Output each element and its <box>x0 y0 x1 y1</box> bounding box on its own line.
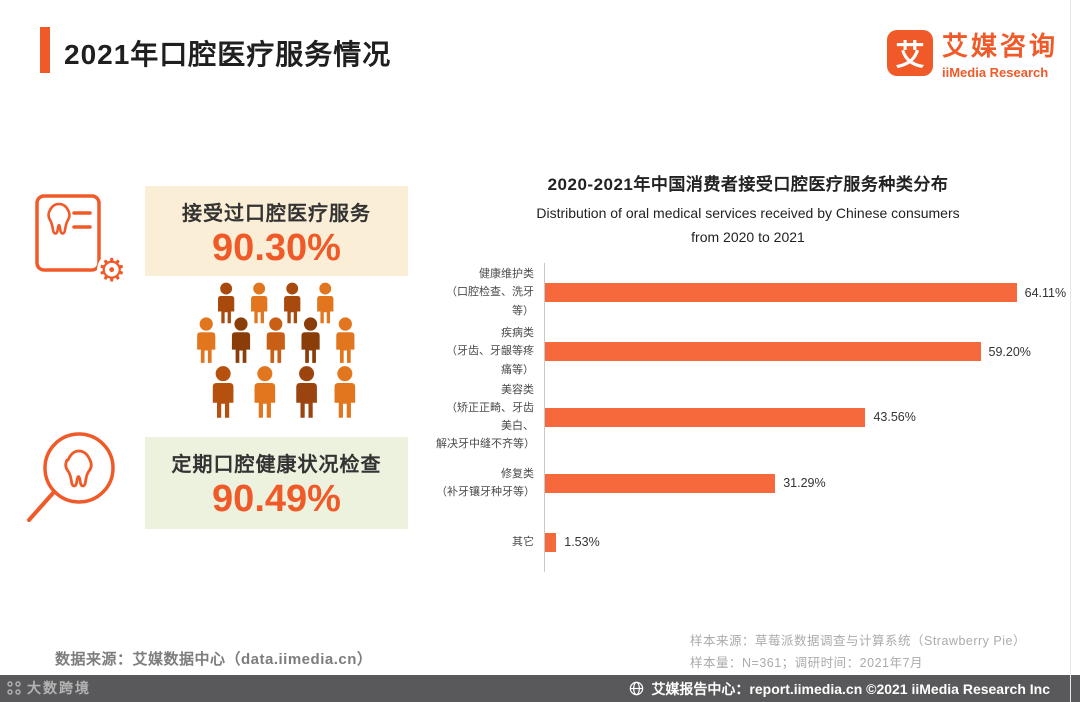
stat-label: 接受过口腔医疗服务 <box>182 203 371 225</box>
chart-value-label: 59.20% <box>988 344 1031 359</box>
brand-name-cn: 艾媒咨询 <box>941 31 1058 61</box>
gear-icon: ⚙ <box>97 252 126 288</box>
watermark-text: 大数跨境 <box>27 680 91 696</box>
brand-logo-icon: 艾 <box>886 30 933 76</box>
right-edge-divider <box>1070 0 1071 702</box>
stat-value: 90.30% <box>212 227 341 269</box>
chart-row: 美容类 （矫正正畸、牙齿美白、 解决牙中缝不齐等） 43.56% <box>436 381 1060 454</box>
chart-bar-area: 1.53% <box>544 512 1060 572</box>
dental-record-icon: ⚙ <box>30 188 126 286</box>
stat-card-received-service: 接受过口腔医疗服务 90.30% <box>145 186 408 276</box>
chart-title: 2020-2021年中国消费者接受口腔医疗服务种类分布 <box>547 175 949 194</box>
globe-icon <box>629 681 644 696</box>
chart-bar-area: 43.56% <box>544 381 1060 454</box>
chart-bar <box>545 283 1017 302</box>
chart-row: 其它 1.53% <box>436 512 1060 572</box>
tooth-magnifier-icon <box>22 426 124 528</box>
chart-category-label: 美容类 （矫正正畸、牙齿美白、 解决牙中缝不齐等） <box>436 384 535 451</box>
bar-chart: 2020-2021年中国消费者接受口腔医疗服务种类分布 Distribution… <box>436 170 1066 572</box>
brand-logo-character: 艾 <box>895 40 925 72</box>
people-crowd-icon <box>178 280 378 434</box>
brand-logo-text: 艾媒咨询 iiMedia Research <box>942 26 1058 80</box>
chart-bar <box>545 342 981 361</box>
data-source-note: 数据来源：艾媒数据中心（data.iimedia.cn） <box>55 651 373 668</box>
chart-bar <box>545 407 866 427</box>
chart-subtitle-line2: from 2020 to 2021 <box>691 229 805 245</box>
chart-subtitle-line1: Distribution of oral medical services re… <box>536 205 960 221</box>
sample-notes: 样本来源：草莓派数据调查与计算系统（Strawberry Pie） 样本量：N=… <box>690 630 1026 674</box>
chart-bar-area: 31.29% <box>544 453 1060 513</box>
watermark: 大数跨境 <box>6 678 91 698</box>
chart-category-label: 其它 <box>512 535 534 548</box>
title-accent-bar <box>40 27 50 73</box>
stat-value: 90.49% <box>212 478 341 520</box>
chart-row: 修复类 （补牙镶牙种牙等） 31.29% <box>436 453 1060 513</box>
chart-bar <box>545 473 776 493</box>
sample-source-note: 样本来源：草莓派数据调查与计算系统（Strawberry Pie） <box>690 634 1026 648</box>
page-title: 2021年口腔医疗服务情况 <box>64 39 392 70</box>
chart-bar <box>545 532 557 552</box>
grid-logo-icon <box>6 680 22 696</box>
chart-value-label: 64.11% <box>1024 285 1067 300</box>
chart-value-label: 1.53% <box>564 535 600 550</box>
brand-name-en: iiMedia Research <box>941 65 1049 80</box>
chart-value-label: 31.29% <box>783 476 826 491</box>
bar-chart-rows: 健康维护类 （口腔检查、洗牙等） 64.11% 疾病类 （牙齿、牙龈等疼痛等） 59.20… <box>436 263 1066 572</box>
chart-bar-area: 59.20% <box>544 322 1060 381</box>
chart-value-label: 43.56% <box>873 410 916 425</box>
chart-bar-area: 64.11% <box>544 263 1066 322</box>
chart-category-label: 修复类 （补牙镶牙种牙等） <box>436 467 535 499</box>
brand-logo: 艾 艾媒咨询 iiMedia Research <box>886 26 1058 80</box>
stat-label: 定期口腔健康状况检查 <box>171 454 382 476</box>
chart-category-label: 健康维护类 （口腔检查、洗牙等） <box>446 268 534 317</box>
stat-card-regular-checkup: 定期口腔健康状况检查 90.49% <box>145 437 408 529</box>
chart-row: 健康维护类 （口腔检查、洗牙等） 64.11% <box>436 263 1066 322</box>
sample-size-note: 样本量：N=361；调研时间：2021年7月 <box>690 656 923 670</box>
footer-bar: 艾媒报告中心：report.iimedia.cn ©2021 iiMedia R… <box>0 675 1080 702</box>
footer-text: 艾媒报告中心：report.iimedia.cn ©2021 iiMedia R… <box>651 680 1050 697</box>
chart-row: 疾病类 （牙齿、牙龈等疼痛等） 59.20% <box>436 322 1060 381</box>
chart-category-label: 疾病类 （牙齿、牙龈等疼痛等） <box>446 327 534 376</box>
